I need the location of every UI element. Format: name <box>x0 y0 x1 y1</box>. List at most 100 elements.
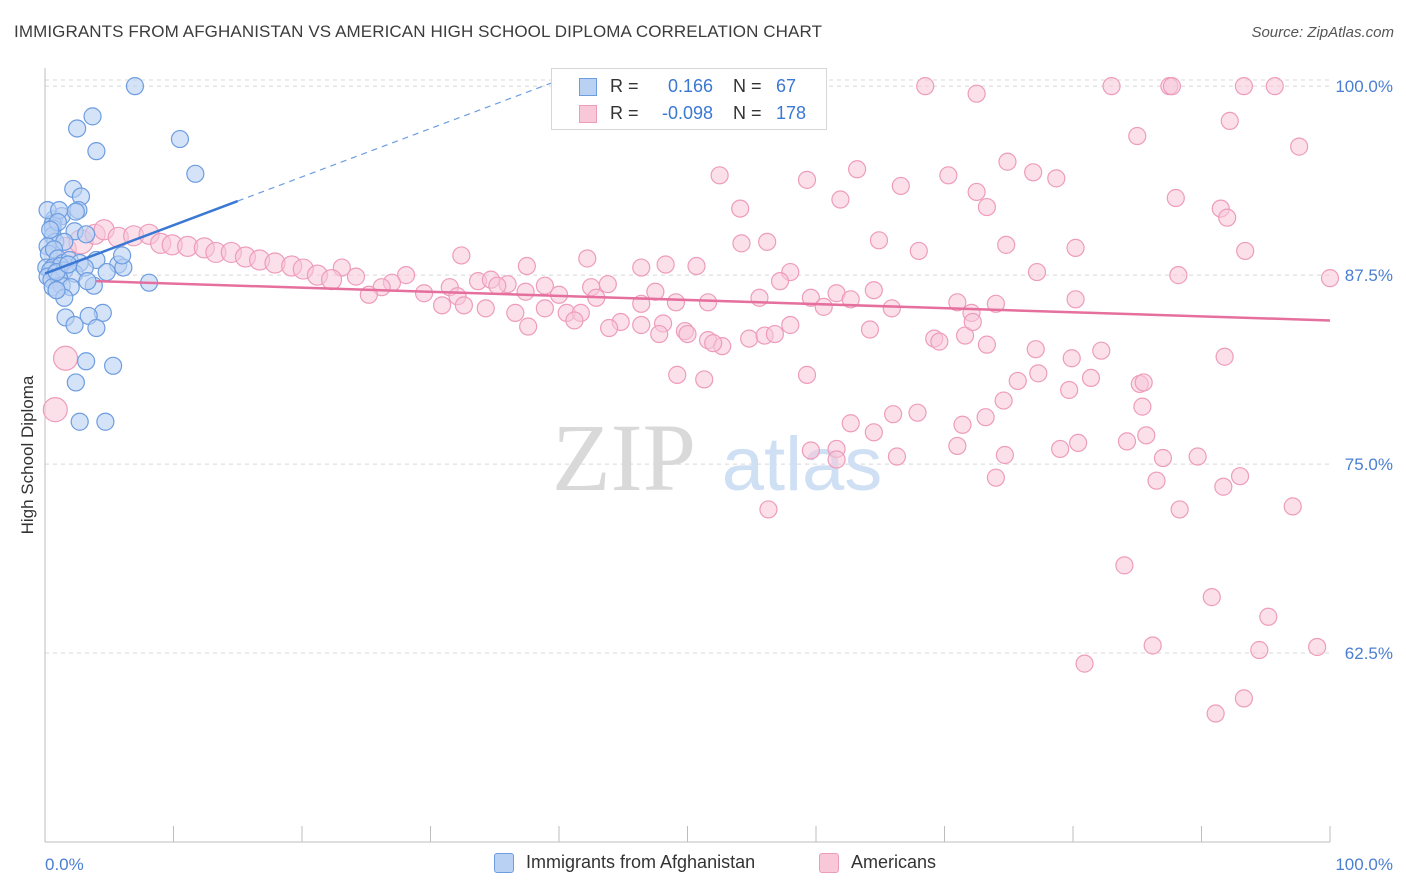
data-point-americans <box>1162 77 1182 96</box>
watermark-zip: ZIP <box>552 404 696 511</box>
data-point-americans <box>1069 433 1088 453</box>
data-point-americans <box>930 332 949 351</box>
data-point-americans <box>1234 689 1254 708</box>
data-point-americans <box>869 231 889 250</box>
legend-item-afghanistan[interactable]: Immigrants from Afghanistan <box>494 852 755 873</box>
data-point-afghanistan <box>112 246 132 265</box>
data-point-americans <box>1128 126 1147 146</box>
grid-lines <box>45 79 1332 654</box>
data-point-americans <box>710 166 729 185</box>
data-point-americans <box>1092 341 1111 360</box>
data-point-americans <box>656 255 675 274</box>
data-point-americans <box>535 299 554 318</box>
data-point-afghanistan <box>70 412 89 431</box>
n-value-pink: 178 <box>776 103 807 123</box>
data-point-americans <box>801 441 820 460</box>
data-point-americans <box>678 324 697 344</box>
data-point-americans <box>908 403 927 422</box>
data-point-americans <box>827 450 846 469</box>
data-point-afghanistan <box>66 373 85 392</box>
data-point-americans <box>948 293 967 312</box>
data-point-afghanistan <box>77 225 96 244</box>
data-point-americans <box>320 269 343 291</box>
data-point-americans <box>1081 368 1101 388</box>
data-point-americans <box>578 249 597 268</box>
x-tick-label-min: 0.0% <box>45 855 84 874</box>
data-point-americans <box>848 160 867 179</box>
data-point-americans <box>995 445 1014 465</box>
stats-row-blue: R = 0.166 N = 67 <box>552 75 828 99</box>
data-point-americans <box>883 405 903 424</box>
data-point-americans <box>998 152 1017 171</box>
data-point-americans <box>860 320 880 339</box>
data-point-americans <box>1134 373 1153 392</box>
data-point-americans <box>891 176 910 196</box>
data-point-americans <box>887 447 907 466</box>
data-point-americans <box>1143 636 1162 655</box>
y-tick-label: 87.5% <box>1345 266 1393 285</box>
data-point-americans <box>1147 471 1166 490</box>
data-point-americans <box>1283 497 1302 516</box>
data-point-americans <box>704 334 723 353</box>
data-point-americans <box>801 288 820 307</box>
data-point-americans <box>506 303 525 322</box>
data-point-americans <box>953 415 972 434</box>
bottom-legend: Immigrants from Afghanistan Americans <box>0 852 1406 878</box>
chart-title: IMMIGRANTS FROM AFGHANISTAN VS AMERICAN … <box>14 22 823 41</box>
data-point-americans <box>781 315 800 335</box>
data-point-afghanistan <box>87 318 106 338</box>
data-point-americans <box>1169 266 1188 285</box>
data-point-americans <box>666 293 686 312</box>
data-point-americans <box>1117 432 1137 451</box>
data-point-afghanistan <box>47 281 66 300</box>
legend-label-afghanistan: Immigrants from Afghanistan <box>526 852 756 872</box>
data-point-americans <box>1062 349 1081 368</box>
r-value-pink: -0.098 <box>661 103 713 123</box>
data-point-americans <box>1215 347 1234 366</box>
data-point-afghanistan <box>78 272 97 291</box>
data-point-americans <box>967 84 986 103</box>
n-label: N = <box>733 103 762 123</box>
data-point-americans <box>758 232 777 251</box>
r-label: R = <box>610 103 639 123</box>
data-point-americans <box>452 246 471 265</box>
data-point-americans <box>687 256 706 276</box>
trend-line-afghanistan <box>44 199 239 275</box>
data-point-americans <box>516 282 535 301</box>
data-point-americans <box>1206 704 1225 723</box>
data-point-americans <box>986 294 1006 313</box>
data-point-americans <box>1308 637 1327 657</box>
data-point-americans <box>346 267 366 286</box>
data-point-americans <box>1202 588 1221 607</box>
data-point-afghanistan <box>97 262 116 282</box>
data-point-americans <box>1166 188 1185 208</box>
data-point-afghanistan <box>83 107 102 126</box>
data-point-americans <box>939 166 958 185</box>
data-point-americans <box>740 329 759 348</box>
data-point-americans <box>1008 371 1027 391</box>
data-point-americans <box>916 77 935 96</box>
y-tick-label: 75.0% <box>1345 455 1393 474</box>
data-point-americans <box>414 284 434 303</box>
data-point-americans <box>997 235 1016 254</box>
data-point-americans <box>488 276 507 295</box>
data-point-americans <box>1265 77 1284 96</box>
data-point-afghanistan <box>96 412 115 431</box>
data-point-americans <box>831 190 850 209</box>
data-point-americans <box>646 282 665 301</box>
data-point-americans <box>1230 467 1250 486</box>
data-point-americans <box>1218 208 1237 227</box>
data-point-americans <box>1029 364 1048 383</box>
data-point-afghanistan <box>104 356 123 375</box>
data-point-afghanistan <box>66 202 85 221</box>
n-label: N = <box>733 76 762 96</box>
data-point-americans <box>1170 500 1189 519</box>
data-point-americans <box>994 391 1013 410</box>
trend-line-americans <box>96 279 1331 322</box>
data-point-americans <box>948 436 967 456</box>
legend-item-americans[interactable]: Americans <box>819 852 936 873</box>
r-value-blue: 0.166 <box>667 76 713 96</box>
data-point-americans <box>977 197 997 217</box>
watermark-atlas: atlas <box>722 422 883 507</box>
data-point-americans <box>600 318 619 338</box>
